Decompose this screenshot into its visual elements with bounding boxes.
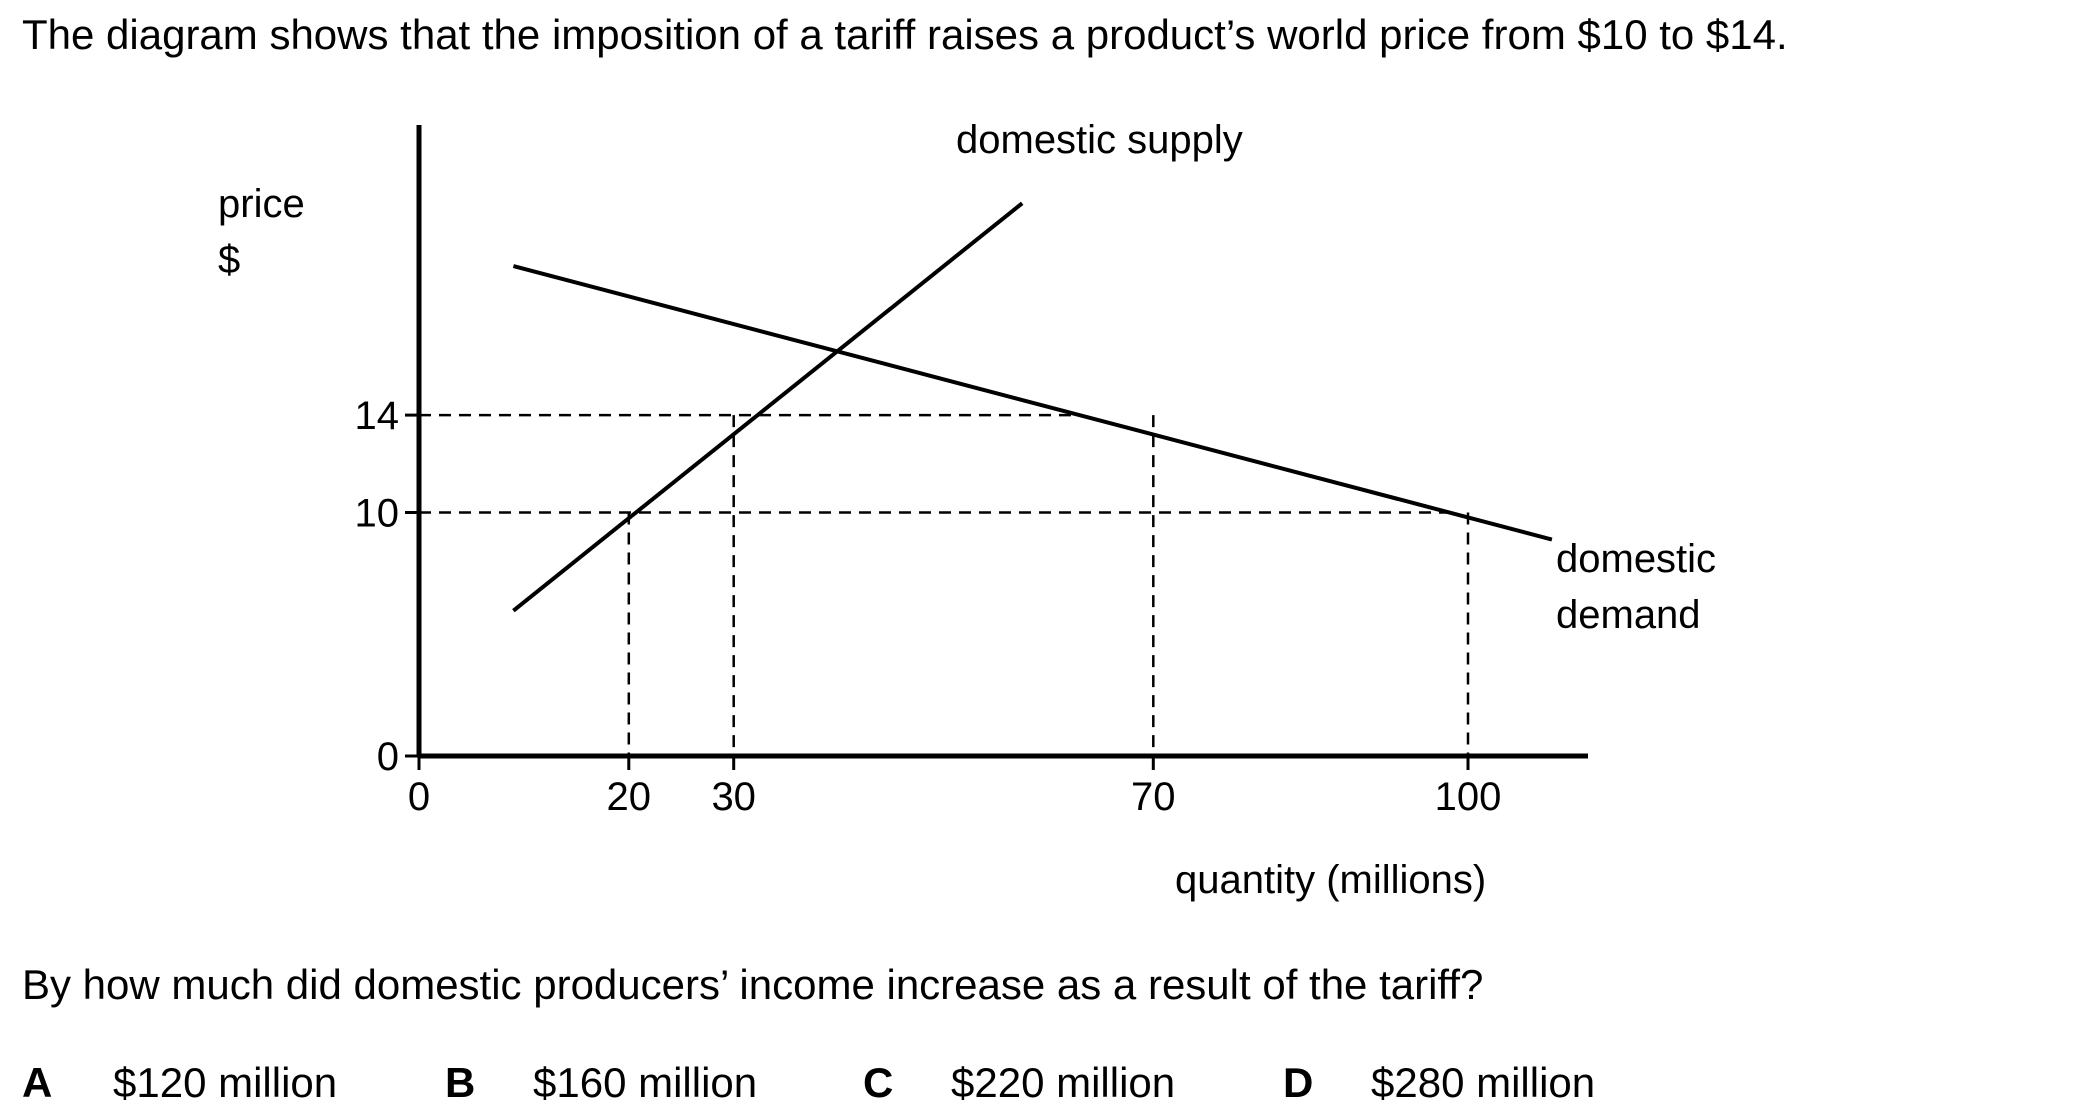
answer-options: A $120 million B $160 million C $220 mil… [0, 1054, 2099, 1112]
intro-text: The diagram shows that the imposition of… [22, 11, 1788, 58]
option-value: $280 million [1371, 1059, 1596, 1106]
option-letter: C [863, 1059, 894, 1106]
y-axis-label-line2: $ [218, 238, 240, 282]
quantity-guide-lines [627, 415, 1470, 756]
demand-curve [512, 264, 1553, 542]
x-axis-label: quantity (millions) [1175, 858, 1486, 902]
option-letter: B [445, 1059, 476, 1106]
y-axis-ticks: 14 10 0 [355, 394, 419, 779]
x-axis-ticks: 0 20 30 70 100 [408, 756, 1502, 819]
demand-curve-label-line1: domestic [1556, 537, 1716, 581]
y-tick-label: 14 [355, 394, 400, 438]
option-value: $220 million [951, 1059, 1176, 1106]
x-tick-label: 20 [607, 775, 652, 819]
x-tick-label: 30 [711, 775, 756, 819]
supply-curve [512, 201, 1024, 613]
y-tick-label: 0 [377, 735, 399, 779]
supply-curve-label: domestic supply [956, 118, 1243, 162]
price-guide-lines [419, 413, 1450, 514]
demand-curve-label-line2: demand [1556, 593, 1701, 637]
option-value: $160 million [533, 1059, 758, 1106]
option-value: $120 million [113, 1059, 338, 1106]
y-axis-label-line1: price [218, 182, 305, 226]
option-letter: A [22, 1059, 53, 1106]
x-tick-label: 100 [1435, 775, 1502, 819]
y-tick-label: 10 [355, 492, 400, 536]
x-tick-label: 0 [408, 775, 430, 819]
x-tick-label: 70 [1131, 775, 1176, 819]
option-letter: D [1283, 1059, 1314, 1106]
question-text: By how much did domestic producers’ inco… [22, 961, 1484, 1008]
